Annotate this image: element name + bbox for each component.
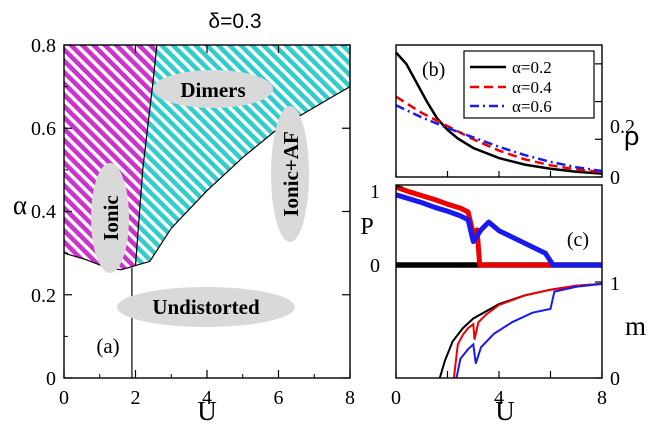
- panel-b-ytick-0.2: 0.2: [610, 116, 635, 138]
- legend-box: [463, 50, 595, 119]
- panel-c-bottom-ytick-0: 0: [610, 368, 620, 390]
- panel-a-x-axis-label: U: [197, 396, 217, 426]
- undistorted-region-label: Undistorted: [152, 295, 260, 319]
- panel-a: Dimers Ionic Ionic+AF Undistorted (a) 0 …: [13, 35, 355, 426]
- panel-c-ticks: [395, 186, 603, 379]
- panel-b-series: [395, 51, 603, 175]
- panel-c-xtick-0: 0: [391, 387, 401, 409]
- panel-c: (c) 1 0 P 1 0 m 0 4 8 U: [360, 181, 646, 426]
- rho-line-a04: [395, 95, 603, 174]
- panel-b-y-axis-label: ρ: [624, 121, 639, 151]
- panel-b-label: (b): [422, 59, 445, 81]
- panel-c-label: (c): [567, 229, 589, 251]
- figure-title: δ=0.3: [208, 10, 261, 33]
- magnetization-line-a06: [455, 282, 603, 379]
- panel-a-ytick-0.4: 0.4: [31, 201, 56, 223]
- panel-c-x-axis-label: U: [495, 396, 515, 426]
- panel-a-xtick-8: 8: [345, 387, 355, 409]
- legend-entry-a06: α=0.6: [512, 97, 552, 116]
- panel-b: (b) α=0.2 α=0.4 α=0.6 0.2 0 ρ: [395, 44, 639, 189]
- panel-a-ytick-0.2: 0.2: [31, 285, 56, 307]
- panel-c-polarization-series: [395, 184, 602, 268]
- panel-a-xtick-4: 4: [202, 387, 212, 409]
- ionic-af-region-label: Ionic+AF: [279, 131, 303, 216]
- panel-a-label: (a): [96, 334, 119, 358]
- panel-a-xtick-0: 0: [59, 387, 69, 409]
- panel-a-ytick-0: 0: [46, 368, 56, 390]
- panel-a-ytick-0.8: 0.8: [31, 35, 56, 57]
- polarization-line-a06: [395, 192, 602, 268]
- panel-a-frame: [63, 44, 351, 379]
- panel-c-top-y-axis-label: P: [360, 214, 373, 240]
- panel-c-frame: [395, 184, 603, 379]
- dimers-label-bubble: [153, 70, 273, 108]
- ionic-region: [64, 45, 157, 270]
- rho-line-a02: [395, 51, 603, 175]
- panel-c-top-ytick-1: 1: [370, 181, 380, 203]
- panel-c-xtick-4: 4: [494, 387, 504, 409]
- magnetization-line-a04: [452, 282, 603, 379]
- legend-entry-a04: α=0.4: [512, 78, 552, 97]
- panel-c-bottom-ytick-1: 1: [610, 273, 620, 295]
- undistorted-label-bubble: [117, 287, 295, 327]
- dimers-region-label: Dimers: [180, 78, 245, 102]
- panel-a-xtick-6: 6: [274, 387, 284, 409]
- panel-a-xtick-2: 2: [131, 387, 141, 409]
- polarization-line-a04: [395, 184, 602, 268]
- panel-c-top-ytick-0: 0: [370, 255, 380, 277]
- panel-c-magnetization-series: [438, 282, 603, 379]
- ionic-phase-boundary: [63, 44, 158, 271]
- legend-entry-a02: α=0.2: [512, 58, 552, 77]
- panel-c-bottom-y-axis-label: m: [625, 311, 646, 341]
- magnetization-line-a02: [438, 282, 603, 379]
- panel-b-ytick-0: 0: [610, 167, 620, 189]
- panel-a-y-axis-label: α: [13, 190, 27, 220]
- ionic-af-label-bubble: [271, 106, 309, 242]
- dimers-phase-boundary: [135, 45, 351, 267]
- ionic-region-label: Ionic: [99, 195, 123, 241]
- panel-b-frame: [395, 44, 603, 178]
- ionic-label-bubble: [91, 163, 129, 273]
- panel-c-xtick-8: 8: [597, 387, 607, 409]
- panel-a-ytick-0.6: 0.6: [31, 118, 56, 140]
